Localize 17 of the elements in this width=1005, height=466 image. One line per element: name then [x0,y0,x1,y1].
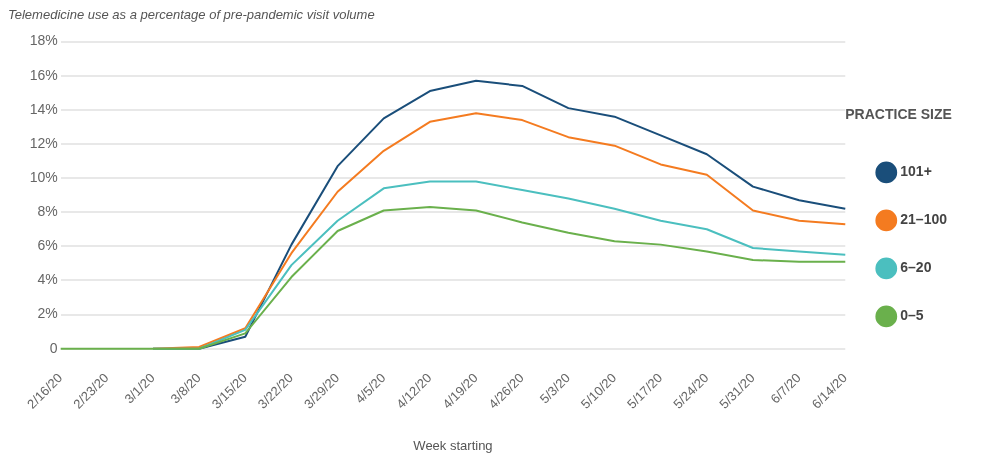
x-axis-title: Week starting [413,437,493,453]
chart-title: Telemedicine use as a percentage of pre-pandemic visit volume [8,7,375,23]
legend-label: 6–20 [900,259,932,276]
y-tick-label: 18% [29,32,58,49]
legend-label: 101+ [900,163,932,180]
y-tick-label: 12% [29,134,58,151]
y-tick-label: 16% [29,66,58,83]
legend-title: PRACTICE SIZE [845,106,952,123]
legend-label: 0–5 [900,307,924,324]
y-tick-label: 6% [37,237,58,254]
y-tick-label: 14% [29,100,58,117]
y-tick-label: 8% [37,203,58,220]
legend-label: 21–100 [900,211,948,228]
y-tick-label: 4% [37,271,58,288]
y-tick-label: 2% [37,305,58,322]
y-tick-label: 10% [29,168,58,185]
y-tick-label: 0 [49,339,58,356]
